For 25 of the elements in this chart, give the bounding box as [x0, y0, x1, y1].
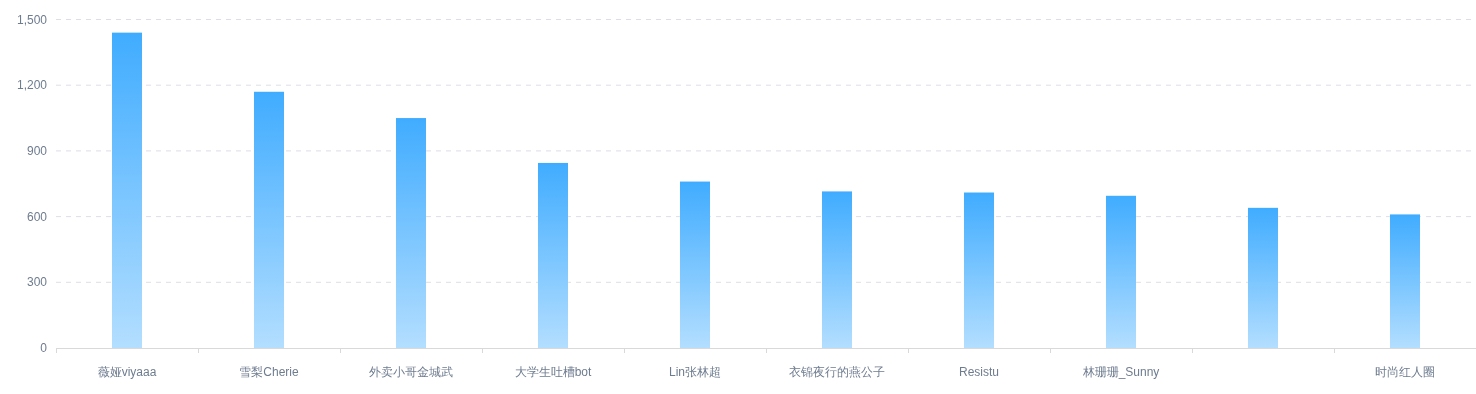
- bar: [254, 91, 284, 348]
- x-tick-label: 衣锦夜行的燕公子: [789, 365, 885, 379]
- bar: [1390, 214, 1420, 348]
- bar: [396, 118, 426, 348]
- y-tick-label: 1,200: [16, 78, 48, 93]
- bar: [112, 32, 142, 348]
- y-tick-label: 300: [26, 275, 48, 290]
- bar: [1106, 195, 1136, 348]
- x-tick-label: Lin张林超: [668, 365, 722, 379]
- x-tick-label: Resistu: [958, 365, 1000, 379]
- bar: [822, 191, 852, 348]
- bar: [538, 162, 568, 348]
- y-tick-label: 900: [26, 143, 48, 158]
- y-tick-label: 0: [40, 341, 48, 355]
- x-tick-label: 林珊珊_Sunny: [1081, 365, 1160, 379]
- x-tick-label: 薇娅viyaaa: [97, 365, 157, 379]
- x-tick-label: 时尚红人圈: [1375, 365, 1435, 379]
- x-tick-label: 外卖小哥金城武: [369, 365, 453, 379]
- y-tick-label: 1,500: [16, 12, 48, 27]
- bar: [680, 181, 710, 348]
- x-tick-label: 大学生吐槽bot: [514, 365, 592, 379]
- bar: [1248, 207, 1278, 348]
- x-tick-label: 雪梨Cherie: [239, 365, 299, 379]
- y-tick-label: 600: [26, 209, 48, 224]
- bar: [964, 192, 994, 348]
